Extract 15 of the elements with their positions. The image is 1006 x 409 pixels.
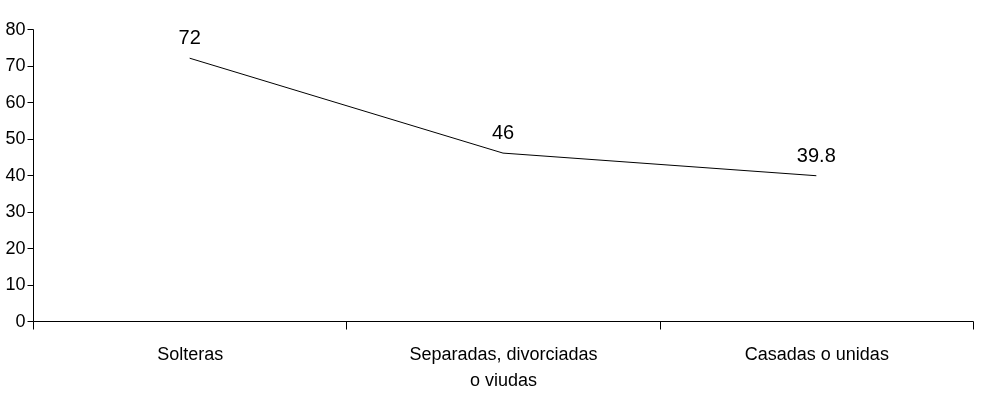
x-tick-label: Separadas, divorciadas o viudas — [409, 343, 598, 390]
y-tick-label: 30 — [5, 201, 26, 221]
y-tick-label: 70 — [5, 55, 26, 75]
data-label: 46 — [491, 121, 515, 144]
data-label: 39.8 — [796, 143, 836, 166]
y-tick-label: 80 — [5, 18, 26, 39]
x-tick-label: Casadas o unidas — [744, 343, 889, 364]
y-tick-label: 50 — [5, 128, 26, 148]
y-tick-label: 60 — [5, 91, 26, 112]
y-tick-label: 20 — [5, 237, 26, 258]
y-tick-label: 0 — [15, 310, 26, 331]
y-tick-label: 40 — [5, 164, 26, 185]
x-tick-label: Solteras — [157, 343, 224, 364]
data-label: 72 — [178, 26, 201, 49]
y-tick-label: 10 — [5, 274, 26, 294]
